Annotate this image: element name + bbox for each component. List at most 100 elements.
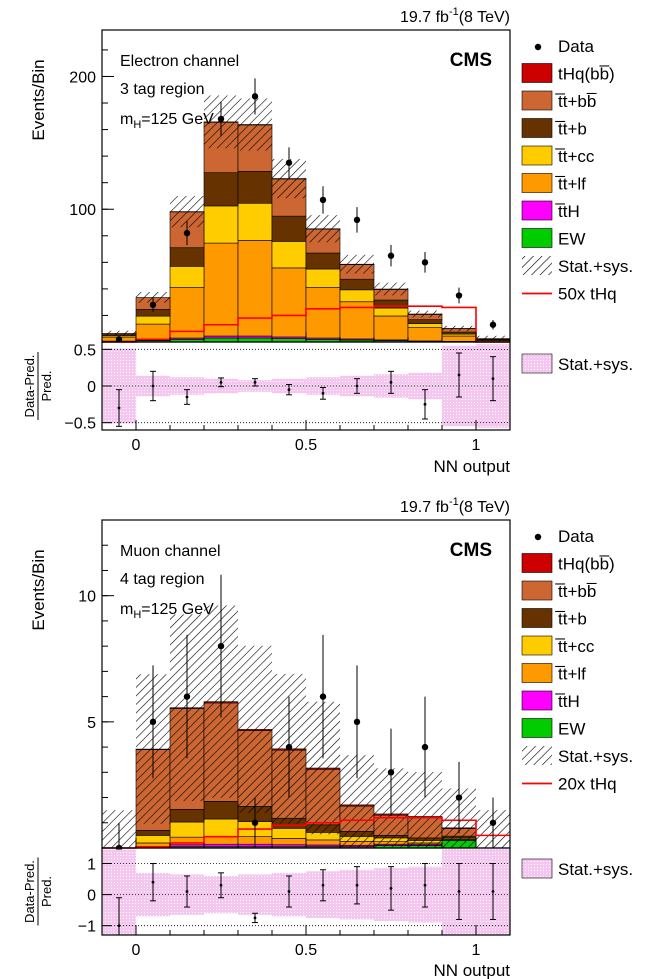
energy-label: (8 TeV)	[459, 499, 510, 516]
ratio-point-8	[389, 380, 393, 384]
legend-label-6: tHq(bb̅)	[558, 555, 615, 574]
bar-4-1	[135, 830, 171, 836]
ratio-y-tick-label-1: 0	[87, 888, 96, 905]
bar-1-2	[169, 844, 205, 848]
bar-2-8	[373, 315, 409, 341]
mass-subscript: H	[133, 609, 141, 621]
ratio-label-denominator: Pred.	[39, 876, 54, 907]
bar-4-2	[169, 809, 205, 823]
experiment-label: CMS	[450, 540, 492, 561]
bar-2-6	[305, 839, 341, 846]
bar-2-3	[203, 836, 239, 845]
bar-3-3	[203, 205, 239, 244]
ratio-point-4	[253, 916, 257, 920]
ratio-point-3	[219, 883, 223, 887]
mass-symbol: m	[120, 111, 133, 128]
bar-3-3	[203, 818, 239, 837]
legend-swatch-2	[521, 173, 553, 193]
ratio-point-5	[287, 388, 291, 392]
region-label: 3 tag region	[120, 81, 205, 98]
ratio-point-9	[423, 883, 427, 887]
data-point-9	[421, 259, 429, 266]
y-axis-label: Events/Bin	[29, 549, 48, 630]
bar-3-6	[305, 268, 341, 288]
data-point-3	[217, 115, 225, 123]
data-point-7	[353, 718, 361, 726]
data-point-2	[183, 693, 191, 700]
data-point-6	[319, 196, 327, 204]
ratio-point-11	[491, 377, 495, 381]
ratio-point-0	[117, 924, 121, 928]
y-tick-label-0: 100	[69, 202, 96, 219]
bar-4-5	[271, 215, 307, 242]
region-label: 4 tag region	[120, 571, 205, 588]
legend-swatch-4	[521, 118, 553, 138]
lumi-unit-exponent: -1	[449, 6, 459, 18]
ratio-point-8	[389, 886, 393, 890]
ratio-legend-swatch	[521, 353, 553, 374]
y-tick-label-1: 200	[69, 69, 96, 86]
uncertainty-band-6	[306, 215, 340, 243]
bar-3-9	[407, 323, 443, 328]
data-point-2	[183, 229, 191, 237]
data-point-5	[285, 743, 293, 751]
legend-label-0: EW	[558, 720, 585, 739]
legend-data-marker	[534, 533, 542, 541]
uncertainty-band-11	[476, 335, 510, 342]
bar-1-5	[271, 844, 307, 848]
x-axis-label: NN output	[433, 961, 510, 979]
mass-label: mH=125 GeV	[120, 601, 214, 621]
legend-swatch-0	[521, 228, 553, 248]
ratio-y-tick-label-2: −0.5	[64, 416, 96, 433]
bar-3-2	[169, 266, 205, 288]
data-point-4	[251, 819, 259, 826]
lumi-label: 19.7 fb-1(8 TeV)	[400, 6, 510, 26]
lumi-unit-exponent: -1	[449, 496, 459, 508]
bar-2-5	[271, 838, 307, 846]
legend: Data tHq(bb̅) t̅t+bb̅ t̅t+b t̅t+cc t̅t+lf t̅tH…	[521, 527, 633, 794]
uncertainty-band-1	[136, 292, 170, 303]
ratio-point-2	[185, 890, 189, 893]
legend-signal-label: 20x tHq	[558, 775, 617, 794]
legend-swatch-5	[521, 580, 553, 601]
x-axis-label: NN output	[433, 457, 510, 476]
x-tick-label-2: 1	[472, 942, 481, 959]
legend-label-6: tHq(bb̅)	[558, 65, 615, 84]
data-point-10	[455, 292, 463, 299]
ratio-point-2	[185, 395, 189, 399]
ratio-point-11	[491, 890, 495, 893]
mass-value: =125 GeV	[141, 601, 214, 618]
bar-3-8	[373, 307, 409, 317]
data-point-1	[149, 301, 157, 309]
legend-swatch-6	[521, 63, 553, 83]
bar-2-5	[271, 267, 307, 338]
legend-band-label: Stat.+sys.	[558, 747, 633, 766]
data-point-0	[115, 336, 123, 343]
legend-swatch-1	[521, 690, 553, 711]
data-point-7	[353, 216, 361, 224]
ratio-label-numerator: Data-Pred.	[22, 860, 37, 923]
lumi-label: 19.7 fb-1(8 TeV)	[400, 496, 510, 516]
bar-4-3	[203, 172, 239, 207]
ratio-point-1	[151, 384, 155, 388]
bar-4-3	[203, 801, 239, 820]
ratio-point-10	[457, 373, 461, 377]
data-point-6	[319, 693, 327, 700]
legend-swatch-1	[521, 200, 553, 221]
bar-1-3	[203, 843, 239, 848]
legend-label-5: t̅t+bb̅	[555, 92, 596, 111]
signal-line	[102, 305, 510, 343]
bar-3-5	[271, 241, 307, 269]
bar-3-7	[339, 289, 375, 303]
legend-data-marker	[534, 43, 542, 51]
ratio-point-9	[423, 402, 427, 406]
ratio-legend-label: Stat.+sys.	[558, 355, 633, 374]
ratio-point-6	[321, 883, 325, 887]
y-tick-label-0: 5	[87, 715, 96, 732]
data-point-4	[251, 93, 259, 100]
uncertainty-band-4	[238, 645, 272, 814]
bar-3-1	[135, 315, 171, 325]
legend-band-swatch	[522, 746, 552, 765]
